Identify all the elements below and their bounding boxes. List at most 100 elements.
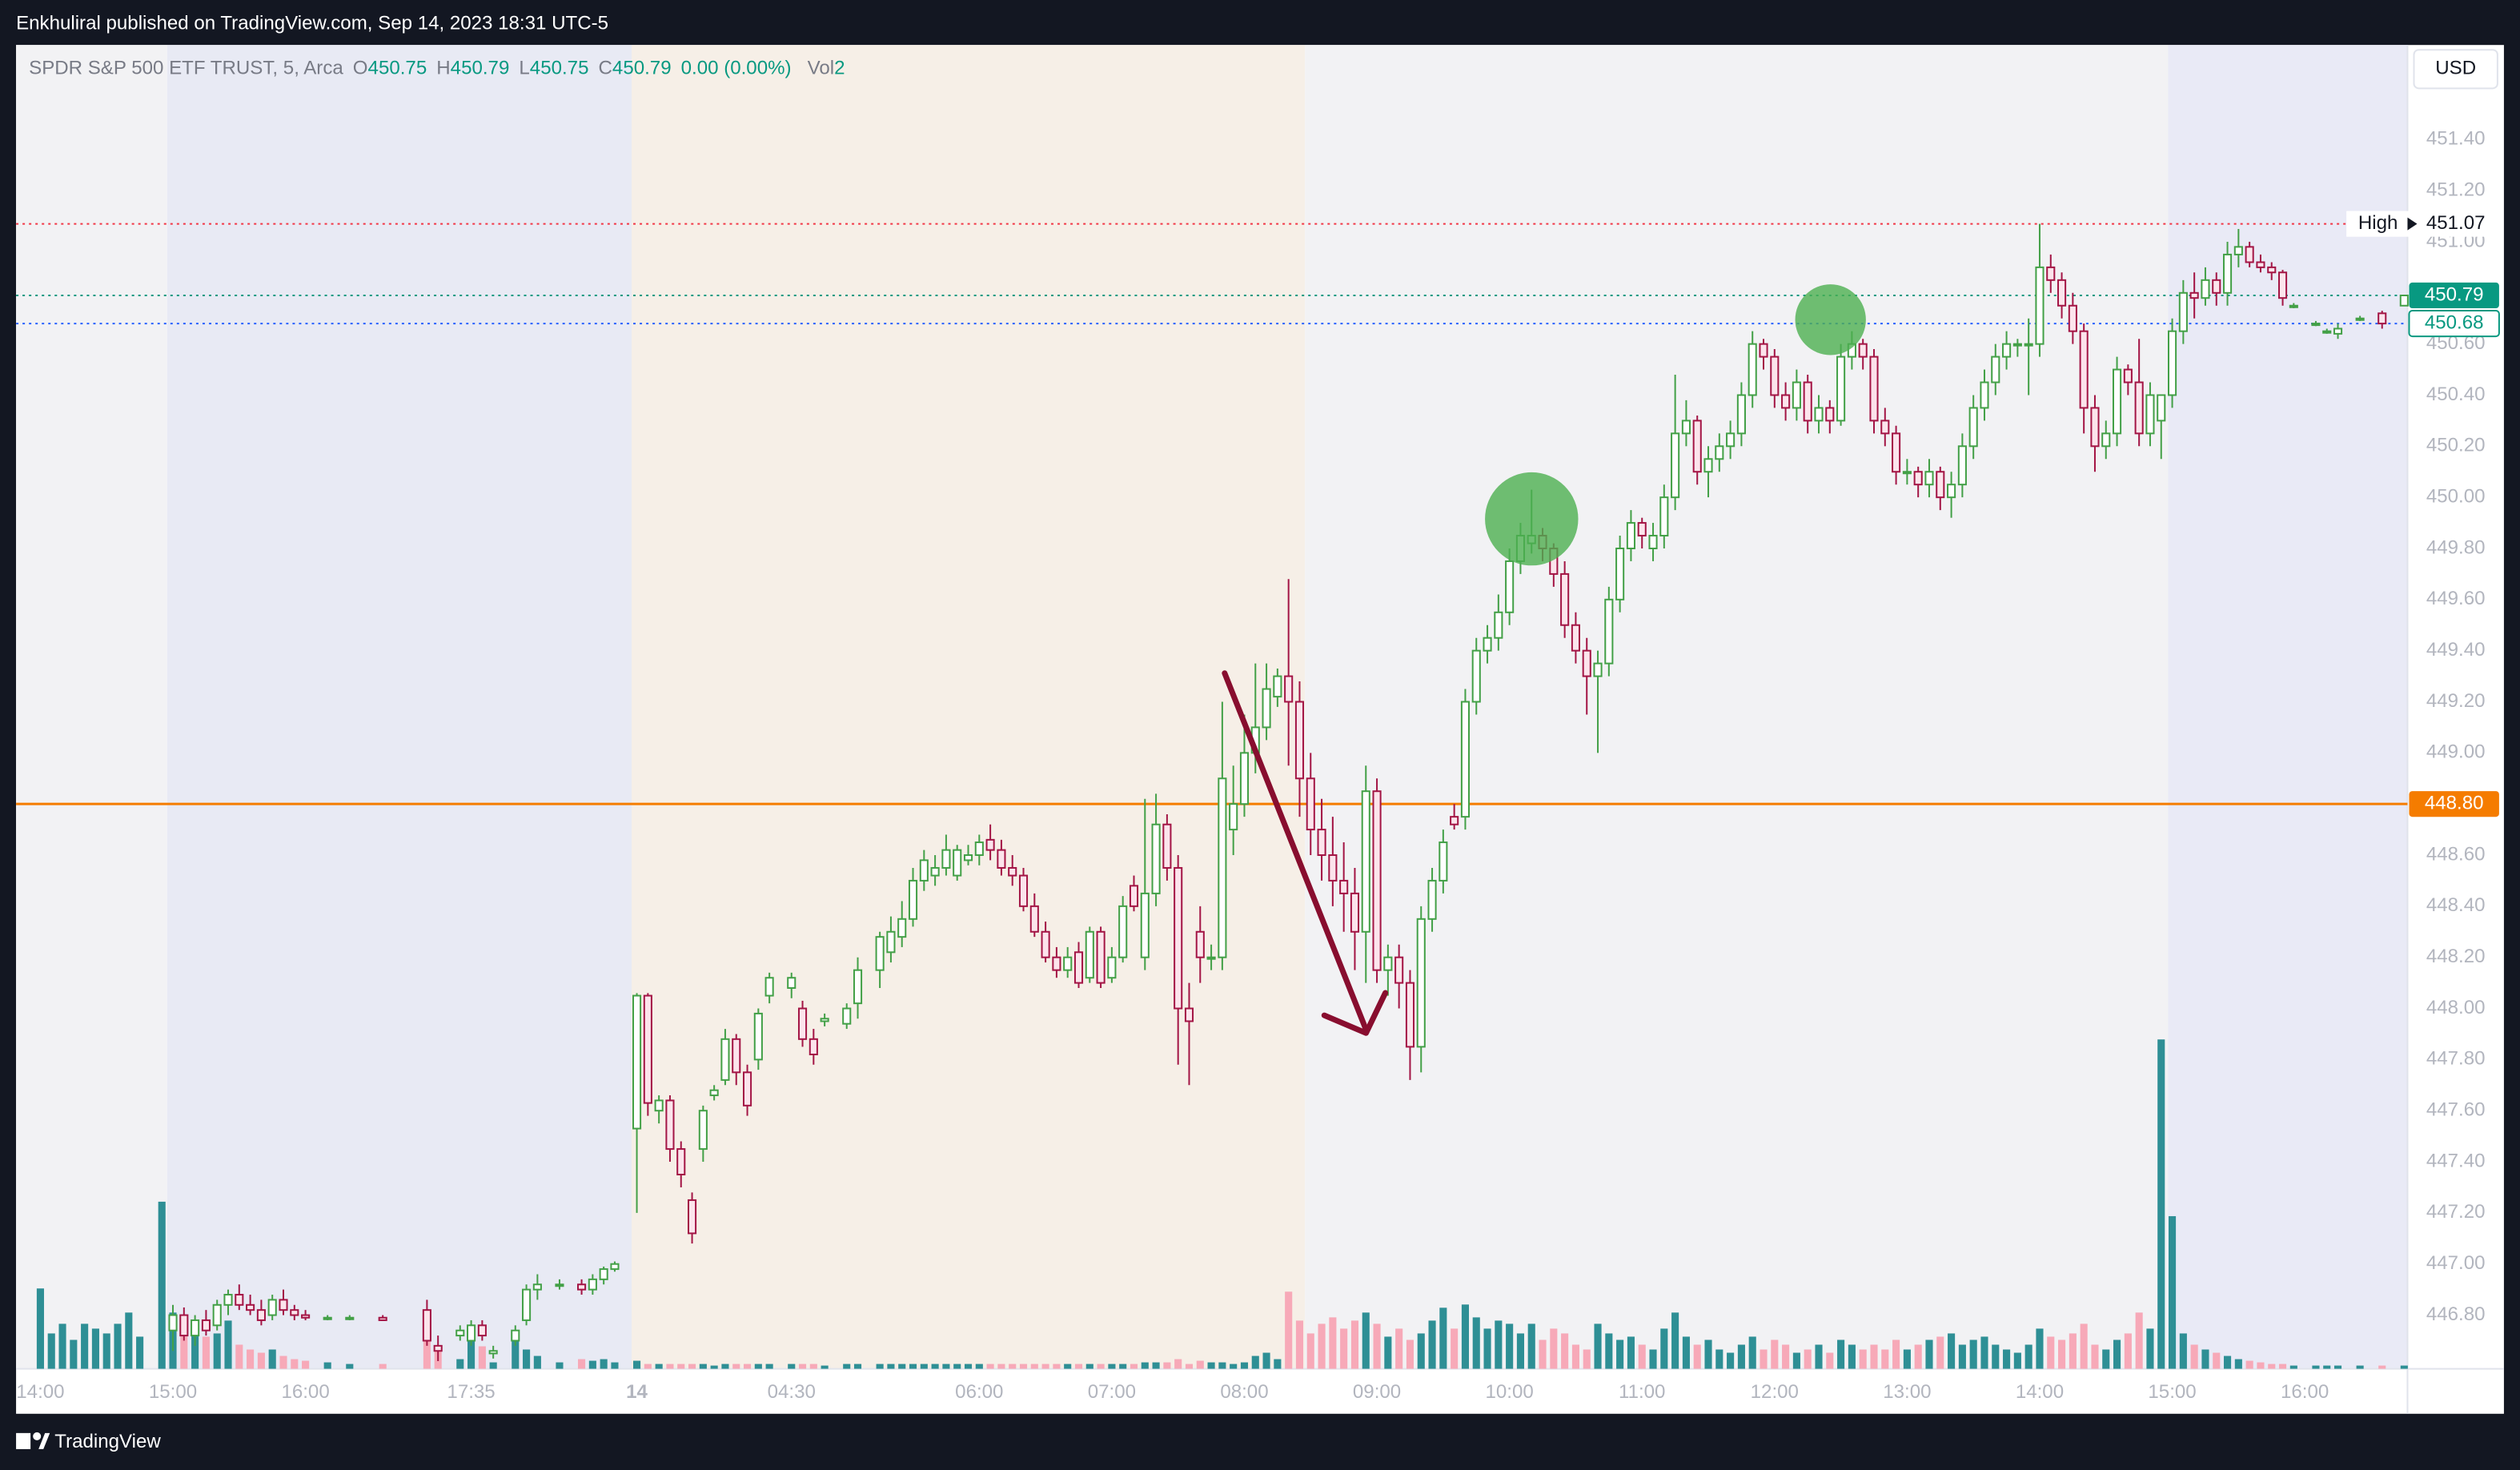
volume-bar xyxy=(1097,1364,1105,1369)
volume-bar xyxy=(1274,1359,1282,1369)
candle-body xyxy=(2256,261,2265,268)
candle-body xyxy=(1460,701,1471,818)
candle-body xyxy=(588,1278,597,1291)
volume-bar xyxy=(247,1349,255,1369)
volume-bar xyxy=(1925,1339,1933,1369)
candle-body xyxy=(1096,930,1106,984)
price-tag xyxy=(2409,791,2499,817)
candle-body xyxy=(1284,675,1294,703)
volume-bar xyxy=(125,1312,133,1369)
legend-change: 0.00 (0.00%) xyxy=(681,58,792,79)
candle-body xyxy=(1383,956,1393,971)
volume-bar xyxy=(1163,1362,1171,1369)
candle-body xyxy=(1372,790,1382,971)
candle-body xyxy=(1107,956,1117,979)
candle-body xyxy=(1439,841,1448,882)
volume-bar xyxy=(1605,1333,1613,1369)
price-tag-pointer xyxy=(2407,217,2418,231)
candle-body xyxy=(599,1268,608,1280)
candle-body xyxy=(2134,381,2144,435)
candle-body xyxy=(2267,266,2277,274)
candle-body xyxy=(1505,560,1515,613)
volume-bar xyxy=(1837,1339,1845,1369)
volume-bar xyxy=(1207,1362,1215,1369)
volume-bar xyxy=(1362,1312,1370,1369)
volume-bar xyxy=(1815,1344,1823,1369)
footer-brand: TradingView xyxy=(54,1431,161,1452)
candle-body xyxy=(1825,407,1835,422)
volume-bar xyxy=(1141,1362,1149,1369)
volume-bar xyxy=(1527,1323,1535,1369)
x-tick-label: 12:00 xyxy=(1751,1381,1799,1403)
price-line-layer xyxy=(16,223,2408,805)
volume-bar xyxy=(191,1323,199,1369)
candle-body xyxy=(1571,624,1580,652)
y-tick-label: 448.00 xyxy=(2426,997,2486,1018)
axis-layer: 446.80 447.00 447.20 447.40 447.60 447.80 448.… xyxy=(16,128,2500,1403)
volume-bar xyxy=(975,1364,983,1369)
candle-body xyxy=(1306,777,1315,831)
currency: USD xyxy=(2435,58,2476,79)
volume-bar xyxy=(1108,1364,1116,1369)
volume-bar xyxy=(1350,1320,1359,1369)
candle-body xyxy=(2222,253,2233,294)
volume-bar xyxy=(942,1364,950,1369)
candle-body xyxy=(797,1007,808,1040)
volume-bar xyxy=(1119,1364,1127,1369)
volume-bar xyxy=(2146,1328,2154,1369)
candle-body xyxy=(1195,930,1205,958)
volume-bar xyxy=(1715,1349,1723,1369)
candle-body xyxy=(1029,905,1039,933)
candle-body xyxy=(732,1038,741,1074)
volume-bar xyxy=(58,1323,66,1369)
x-tick-label: 07:00 xyxy=(1088,1381,1136,1403)
candle-body xyxy=(1715,445,1724,460)
y-tick-label: 449.60 xyxy=(2426,588,2486,609)
volume-bar xyxy=(202,1336,210,1369)
volume-bar xyxy=(578,1359,586,1369)
volume-bar xyxy=(1638,1344,1646,1369)
candle-body xyxy=(1648,535,1658,549)
logo: TradingView xyxy=(16,1431,161,1452)
logo-mark xyxy=(38,1432,50,1449)
session-band xyxy=(2168,45,2408,1369)
volume-bar xyxy=(1571,1344,1579,1369)
candle-body xyxy=(1085,930,1094,979)
y-tick-label: 449.40 xyxy=(2426,639,2486,661)
volume-bar xyxy=(235,1344,243,1369)
candle-body xyxy=(267,1299,277,1316)
session-band xyxy=(167,45,632,1369)
candle-body xyxy=(256,1309,266,1321)
volume-bar xyxy=(732,1364,740,1369)
candle-body xyxy=(2378,312,2387,325)
candle-body xyxy=(2245,246,2254,263)
candle-body xyxy=(301,1314,311,1319)
volume-bar xyxy=(1892,1339,1900,1369)
volume-bar xyxy=(1306,1333,1314,1369)
candle-body xyxy=(687,1199,697,1235)
volume-bar xyxy=(588,1360,596,1369)
price-tag xyxy=(2408,310,2500,338)
candle-body xyxy=(2068,304,2077,332)
candle-body xyxy=(1770,355,1780,396)
candle-body xyxy=(1394,956,1404,984)
volume-bar xyxy=(1992,1344,2000,1369)
volume-bar xyxy=(2080,1323,2088,1369)
candle-body xyxy=(279,1299,288,1311)
volume-bar xyxy=(1649,1349,1657,1369)
candle-body xyxy=(1703,458,1713,473)
currency-box xyxy=(2413,49,2498,90)
y-tick-label: 451.40 xyxy=(2426,128,2486,150)
volume-bar xyxy=(2135,1312,2143,1369)
volume-bar xyxy=(1174,1359,1182,1369)
volume-bar xyxy=(423,1323,431,1369)
volume-bar xyxy=(2268,1364,2276,1369)
candle-body xyxy=(941,849,951,869)
volume-bar xyxy=(1009,1364,1017,1369)
volume-bar xyxy=(533,1356,541,1369)
candle-body xyxy=(433,1344,443,1352)
candle-body xyxy=(665,1099,675,1151)
volume-bar xyxy=(1019,1364,1028,1369)
candle-body xyxy=(1361,790,1370,933)
candle-body xyxy=(1880,420,1890,435)
